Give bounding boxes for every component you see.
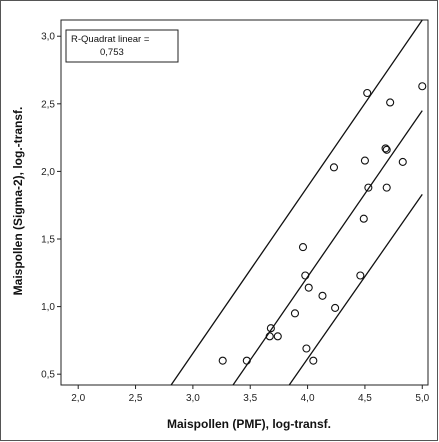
line-fit bbox=[232, 110, 423, 386]
data-point bbox=[359, 214, 368, 223]
x-tick-label: 4,0 bbox=[301, 393, 315, 404]
data-point bbox=[302, 344, 311, 353]
line-upper bbox=[170, 19, 423, 386]
data-point bbox=[273, 332, 282, 341]
data-point bbox=[381, 144, 390, 153]
data-points bbox=[218, 82, 427, 365]
data-point bbox=[218, 356, 227, 365]
y-tick-label: 2,5 bbox=[41, 99, 55, 110]
data-point bbox=[266, 324, 275, 333]
x-tick-label: 5,0 bbox=[415, 393, 429, 404]
y-tick-label: 0,5 bbox=[41, 370, 55, 381]
x-tick-label: 3,5 bbox=[243, 393, 257, 404]
data-point bbox=[329, 163, 339, 172]
y-axis-ticks: 0,5 1,0 1,5 2,0 2,5 3,0 bbox=[41, 32, 61, 381]
data-point bbox=[398, 157, 407, 166]
data-point bbox=[242, 356, 251, 365]
data-point bbox=[301, 271, 310, 280]
data-point bbox=[265, 332, 274, 341]
x-tick-label: 2,0 bbox=[71, 393, 85, 404]
annotation-box bbox=[65, 29, 179, 63]
data-point bbox=[298, 243, 308, 252]
x-axis-ticks: 2,0 2,5 3,0 3,5 4,0 4,5 5,0 bbox=[71, 385, 430, 404]
y-tick-label: 1,0 bbox=[41, 302, 55, 313]
y-axis-label: Maispollen (Sigma-2), log.-transf. bbox=[11, 107, 25, 296]
data-point bbox=[360, 156, 369, 165]
x-axis-label: Maispollen (PMF), log-transf. bbox=[167, 417, 331, 431]
data-point bbox=[304, 283, 313, 292]
reference-lines bbox=[170, 19, 423, 386]
data-point bbox=[356, 271, 365, 280]
data-point bbox=[309, 356, 318, 365]
data-point bbox=[363, 88, 372, 98]
annotation-line-1: R-Quadrat linear = bbox=[71, 34, 150, 45]
data-point bbox=[418, 82, 427, 91]
line-lower bbox=[288, 194, 423, 386]
annotation-line-2: 0,753 bbox=[100, 47, 124, 58]
data-point bbox=[364, 183, 373, 192]
data-point bbox=[331, 303, 340, 312]
data-point bbox=[386, 98, 395, 107]
data-point bbox=[290, 309, 300, 318]
x-tick-label: 4,5 bbox=[358, 393, 372, 404]
y-tick-label: 2,0 bbox=[41, 167, 55, 178]
data-point bbox=[382, 183, 391, 192]
data-point bbox=[318, 291, 327, 300]
data-point bbox=[382, 145, 391, 154]
x-tick-label: 2,5 bbox=[129, 393, 143, 404]
y-tick-label: 1,5 bbox=[41, 235, 55, 246]
y-tick-label: 3,0 bbox=[41, 32, 55, 43]
x-tick-label: 3,0 bbox=[186, 393, 200, 404]
plot-area bbox=[60, 19, 429, 386]
